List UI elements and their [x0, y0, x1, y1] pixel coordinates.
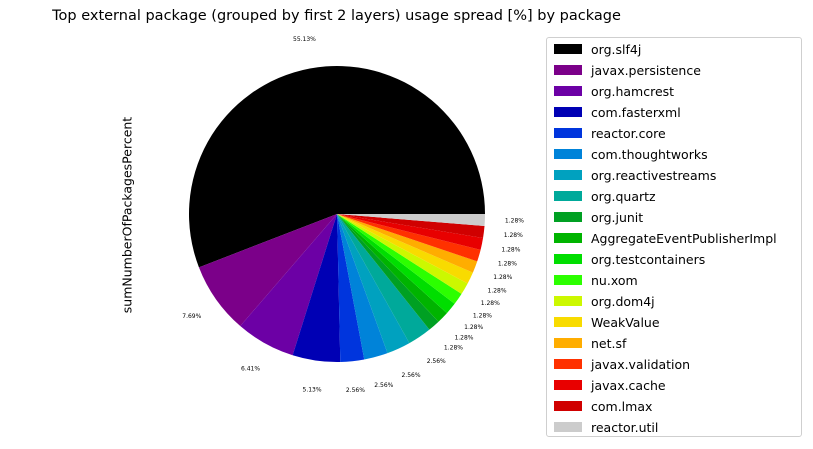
legend-item: javax.cache — [554, 377, 666, 393]
pie-slice-14 — [337, 214, 478, 273]
pie-slice-7 — [337, 214, 430, 344]
legend-swatch — [554, 107, 582, 117]
slice-percent-label: 1.28% — [444, 345, 463, 352]
legend-swatch — [554, 359, 582, 369]
pie-slice-9 — [337, 214, 447, 322]
legend-item: org.hamcrest — [554, 83, 674, 99]
pie-slice-5 — [337, 214, 388, 360]
slice-percent-label: 1.28% — [473, 312, 492, 319]
legend-swatch — [554, 44, 582, 54]
slice-percent-label: 5.13% — [303, 386, 322, 393]
slice-percent-label: 1.28% — [454, 335, 473, 342]
pie-slice-12 — [337, 214, 468, 294]
pie-slice-4 — [337, 214, 365, 362]
slice-percent-label: 2.56% — [374, 382, 393, 389]
legend-swatch — [554, 212, 582, 222]
legend-label: com.thoughtworks — [591, 146, 708, 162]
legend-swatch — [554, 128, 582, 138]
slice-percent-label: 1.28% — [501, 246, 520, 253]
legend: org.slf4j javax.persistence org.hamcrest co… — [546, 37, 802, 437]
legend-label: org.junit — [591, 209, 644, 225]
pie-slice-3 — [292, 214, 341, 362]
legend-swatch — [554, 149, 582, 159]
legend-item: reactor.util — [554, 419, 658, 435]
pie-slice-2 — [240, 214, 337, 356]
pie-slice-10 — [337, 214, 455, 314]
chart-title: Top external package (grouped by first 2… — [52, 8, 621, 24]
legend-swatch — [554, 317, 582, 327]
legend-label: org.quartz — [591, 188, 656, 204]
legend-item: javax.persistence — [554, 62, 701, 78]
legend-label: reactor.core — [591, 125, 666, 141]
pie-slice-16 — [337, 214, 484, 250]
slice-percent-label: 1.28% — [504, 232, 523, 239]
legend-swatch — [554, 170, 582, 180]
slice-percent-label: 1.28% — [481, 300, 500, 307]
legend-item: org.quartz — [554, 188, 656, 204]
legend-item: nu.xom — [554, 272, 638, 288]
slice-percent-label: 1.28% — [505, 218, 524, 225]
pie-slice-11 — [337, 214, 462, 304]
slice-percent-label: 55.13% — [293, 36, 316, 43]
legend-item: com.thoughtworks — [554, 146, 708, 162]
legend-label: net.sf — [591, 335, 627, 351]
legend-swatch — [554, 65, 582, 75]
legend-label: javax.persistence — [591, 62, 701, 78]
slice-percent-label: 7.69% — [182, 313, 201, 320]
slice-percent-label: 6.41% — [241, 366, 260, 373]
legend-label: reactor.util — [591, 419, 659, 435]
legend-swatch — [554, 296, 582, 306]
pie-slice-1 — [198, 214, 337, 326]
legend-item: AggregateEventPublisherImpl — [554, 230, 777, 246]
legend-swatch — [554, 380, 582, 390]
legend-swatch — [554, 275, 582, 285]
legend-swatch — [554, 233, 582, 243]
legend-swatch — [554, 338, 582, 348]
pie-slice-15 — [337, 214, 481, 262]
legend-swatch — [554, 422, 582, 432]
legend-item: com.lmax — [554, 398, 652, 414]
legend-item: org.reactivestreams — [554, 167, 716, 183]
pie-slice-8 — [337, 214, 439, 330]
legend-item: net.sf — [554, 335, 626, 351]
legend-item: org.slf4j — [554, 41, 641, 57]
legend-item: org.junit — [554, 209, 643, 225]
slice-percent-label: 2.56% — [427, 358, 446, 365]
legend-label: WeakValue — [591, 314, 660, 330]
slice-percent-label: 1.28% — [464, 324, 483, 331]
legend-item: reactor.core — [554, 125, 666, 141]
legend-label: org.slf4j — [591, 41, 642, 57]
legend-item: WeakValue — [554, 314, 660, 330]
legend-label: nu.xom — [591, 272, 638, 288]
pie-slice-17 — [337, 214, 485, 239]
legend-label: org.reactivestreams — [591, 167, 717, 183]
legend-label: javax.validation — [591, 356, 691, 372]
pie-slice-18 — [337, 214, 485, 227]
slice-percent-label: 1.28% — [493, 274, 512, 281]
legend-label: com.lmax — [591, 398, 653, 414]
slice-percent-label: 2.56% — [346, 387, 365, 394]
legend-label: org.dom4j — [591, 293, 655, 309]
pie-slice-13 — [337, 214, 473, 284]
slice-percent-label: 1.28% — [498, 260, 517, 267]
slice-percent-label: 2.56% — [401, 372, 420, 379]
legend-label: org.testcontainers — [591, 251, 706, 267]
legend-label: javax.cache — [591, 377, 666, 393]
pie-slice-0 — [189, 66, 485, 268]
legend-label: com.fasterxml — [591, 104, 681, 120]
legend-swatch — [554, 86, 582, 96]
legend-label: org.hamcrest — [591, 83, 675, 99]
pie-slice-6 — [337, 214, 410, 354]
legend-swatch — [554, 254, 582, 264]
legend-item: org.testcontainers — [554, 251, 705, 267]
slice-percent-label: 1.28% — [488, 287, 507, 294]
legend-item: com.fasterxml — [554, 104, 681, 120]
legend-swatch — [554, 191, 582, 201]
legend-item: javax.validation — [554, 356, 690, 372]
legend-swatch — [554, 401, 582, 411]
legend-label: AggregateEventPublisherImpl — [591, 230, 777, 246]
legend-item: org.dom4j — [554, 293, 655, 309]
